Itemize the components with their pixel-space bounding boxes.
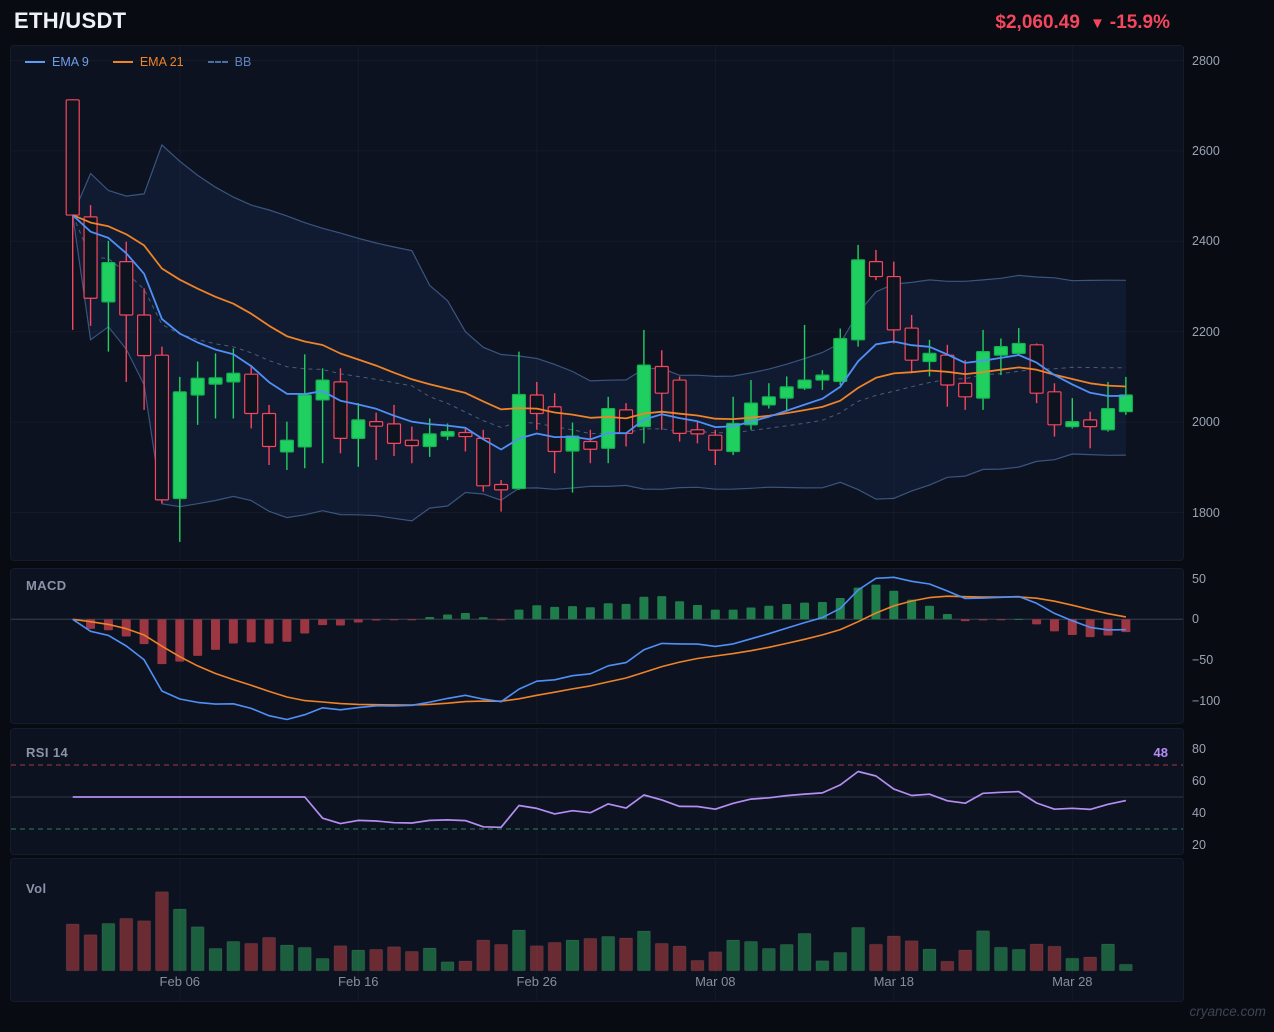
rsi-label: RSI 14 (26, 745, 69, 760)
legend-label-ema21: EMA 21 (139, 55, 184, 69)
down-triangle-icon: ▼ (1089, 14, 1105, 32)
bb-line-icon (207, 61, 228, 63)
macd-axis-tick: −100 (1192, 693, 1221, 708)
legend-item-ema9[interactable]: EMA 9 (25, 55, 89, 69)
price-change: ▼ -15.9% (1090, 12, 1170, 34)
date-axis-label: Feb 26 (516, 974, 558, 989)
price-axis-tick: 2200 (1192, 324, 1220, 339)
rsi-axis-tick: 20 (1192, 838, 1206, 852)
rsi-axis-tick: 80 (1192, 742, 1206, 756)
price-chart-panel[interactable] (10, 45, 1184, 561)
rsi-axis-tick: 40 (1192, 806, 1206, 820)
macd-label: MACD (26, 578, 67, 593)
date-axis-label: Mar 18 (873, 974, 915, 989)
price-axis-tick: 1800 (1192, 505, 1220, 520)
macd-axis-tick: −50 (1192, 653, 1214, 668)
watermark: cryance.com (1189, 1004, 1266, 1019)
legend-label-ema9: EMA 9 (52, 55, 89, 69)
header-price-block: $2,060.49 ▼ -15.9% (995, 12, 1170, 34)
rsi-panel[interactable] (10, 728, 1184, 855)
date-axis-label: Mar 08 (695, 974, 736, 989)
date-axis-label: Mar 28 (1052, 974, 1093, 989)
date-axis-label: Feb 16 (338, 974, 379, 989)
legend-label-bb: BB (234, 55, 252, 69)
price-axis-tick: 2400 (1192, 234, 1220, 249)
change-percent: -15.9% (1109, 12, 1170, 33)
vol-label: Vol (26, 881, 47, 896)
legend-item-ema21[interactable]: EMA 21 (112, 55, 184, 69)
ema21-line-icon (112, 61, 133, 63)
legend: EMA 9 EMA 21 BB (25, 54, 251, 70)
rsi-axis-tick: 60 (1192, 774, 1206, 788)
legend-item-bb[interactable]: BB (207, 55, 252, 69)
rsi-current-value: 48 (1153, 745, 1168, 760)
macd-axis-tick: 0 (1192, 612, 1199, 627)
date-axis-label: Feb 06 (159, 974, 201, 989)
price-axis-tick: 2000 (1192, 415, 1220, 430)
page-title: ETH/USDT (14, 8, 127, 33)
macd-panel[interactable] (10, 568, 1184, 724)
macd-axis-tick: 50 (1192, 571, 1206, 586)
last-price: $2,060.49 (995, 12, 1080, 33)
price-axis-tick: 2800 (1192, 53, 1220, 68)
price-axis-tick: 2600 (1192, 143, 1220, 158)
volume-panel[interactable] (10, 858, 1184, 1002)
ema9-line-icon (25, 61, 45, 63)
